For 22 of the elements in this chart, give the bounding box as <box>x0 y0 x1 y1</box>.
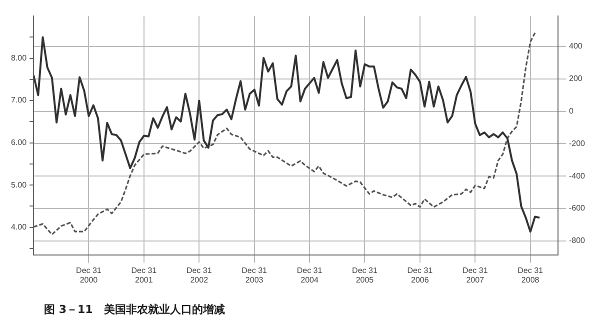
x-tick-label: Dec 31 2006 <box>407 266 434 284</box>
x-tick-label: Dec 31 2008 <box>518 266 544 284</box>
x-tick-label: Dec 31 2005 <box>352 266 378 284</box>
y2-tick-label: -400 <box>568 171 586 180</box>
y-tick-label: 5.00 <box>10 180 28 190</box>
y-tick-label: 4.00 <box>10 222 28 232</box>
y2-tick-label: 0 <box>568 106 574 116</box>
y-tick-label: 6.00 <box>10 138 28 147</box>
x-tick-label: Dec 31 2003 <box>242 266 268 284</box>
y-tick-label: 7.00 <box>10 96 28 105</box>
y2-tick-label: -200 <box>568 138 586 148</box>
x-tick-label: Dec 31 2007 <box>462 266 488 284</box>
y2-tick-label: -600 <box>568 204 586 213</box>
x-tick-label: Dec 31 2004 <box>296 266 323 284</box>
y-tick-label: 8.00 <box>10 53 28 62</box>
y2-tick-label: 400 <box>568 42 583 51</box>
y2-tick-label: 200 <box>568 74 583 84</box>
x-tick-label: Dec 31 2001 <box>131 266 158 284</box>
x-tick-label: Dec 31 2002 <box>186 266 212 284</box>
text: 图 3－11 美国非农就业人口的增减 <box>44 302 226 317</box>
y2-tick-label: -800 <box>568 236 586 246</box>
x-tick-label: Dec 31 2000 <box>76 266 102 284</box>
